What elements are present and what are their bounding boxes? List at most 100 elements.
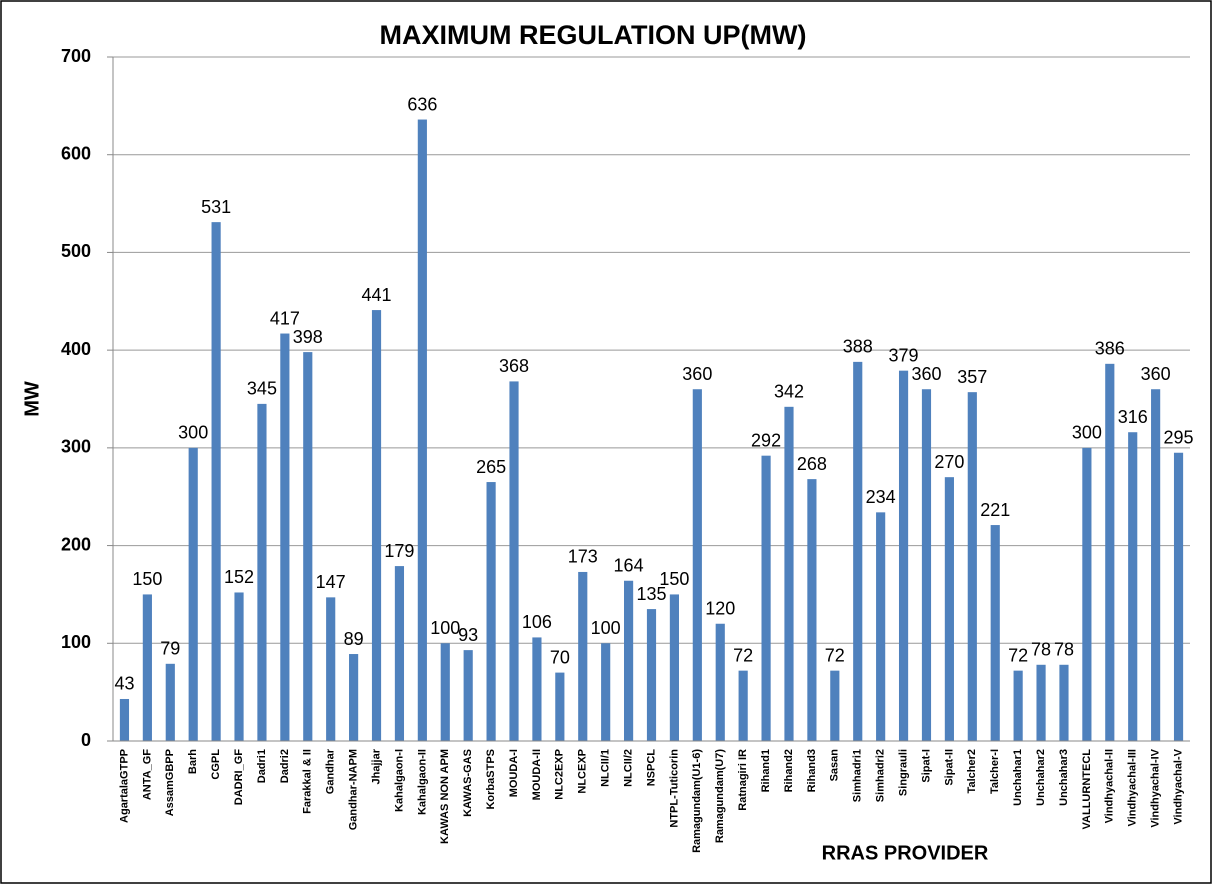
x-tick-label: Farakkal & II [302,749,314,814]
data-label: 636 [407,94,437,114]
data-label: 100 [591,618,621,638]
bar [944,477,954,741]
bar [509,381,519,741]
data-label: 270 [934,452,964,472]
x-axis-label: RRAS PROVIDER [822,842,989,864]
y-tick-label: 0 [81,730,91,750]
y-tick-label: 400 [61,339,91,359]
bar [921,389,932,741]
bar [578,571,588,741]
data-label: 441 [361,285,391,305]
data-label: 398 [293,327,323,347]
data-label: 316 [1118,407,1148,427]
x-tick-label: Ramagundam(U7) [714,749,726,843]
data-label: 386 [1095,339,1125,359]
data-label: 531 [201,197,231,217]
bar [371,310,382,741]
bar [257,403,267,741]
data-label: 342 [774,382,804,402]
x-tick-label: Simhadri1 [852,749,864,802]
data-label: 147 [316,572,346,592]
bar [119,698,130,741]
data-label: 70 [550,647,570,667]
bar [486,482,496,741]
data-label: 295 [1164,427,1194,447]
data-label: 388 [843,337,873,357]
data-label: 360 [682,364,712,384]
x-tick-label: KAWAS NON APM [439,749,451,844]
x-tick-label: Sipat-I [920,749,932,783]
x-tick-label: Kahalgaon-I [393,749,405,812]
x-tick-label: Jhajjar [370,748,382,784]
x-tick-label: ANTA_GF [141,749,153,800]
x-tick-label: Gandhar-NAPM [348,749,360,830]
bar [234,592,244,741]
x-tick-label: AgartalaGTPP [118,749,130,823]
x-tick-label: NLC2EXP [554,749,566,800]
bar [440,643,450,741]
bar [738,670,748,741]
bar [303,352,313,741]
data-label: 43 [114,674,134,694]
x-tick-label: Ramagundam(U1-6) [691,749,703,853]
x-tick-label: Talcher-I [989,749,1001,794]
data-label: 150 [659,569,689,589]
data-label: 78 [1054,640,1074,660]
bar [349,654,359,741]
bar [1013,670,1023,741]
x-tick-label: KAWAS-GAS [462,749,474,817]
x-tick-label: Unchahar1 [1012,749,1024,806]
bar [188,447,198,741]
bar [417,119,427,742]
bar [532,637,542,741]
data-label: 345 [247,379,277,399]
x-tick-label: Sasan [829,749,841,782]
data-label: 152 [224,567,254,587]
bar [1082,447,1092,741]
y-tick-label: 700 [61,46,91,66]
x-tick-label: Unchahar3 [1058,749,1070,806]
bar [784,406,794,741]
x-tick-label: MOUDA-I [508,749,520,797]
bar [165,663,175,741]
data-label: 368 [499,356,529,376]
bar [1173,452,1184,741]
data-label: 265 [476,457,506,477]
x-tick-label: NTPL-Tuticorin [668,749,680,828]
bar [211,222,221,741]
x-tick-label: VALLURNTECL [1081,749,1093,830]
x-tick-label: CGPL [210,749,222,780]
bar [669,594,679,741]
x-tick-label: Talcher2 [966,749,978,793]
bar [990,525,1000,741]
x-tick-label: Rihand3 [806,749,818,792]
x-tick-label: DADRI_GF [233,749,245,806]
data-label: 78 [1031,640,1051,660]
x-tick-label: NLCII/2 [622,749,634,787]
data-label: 300 [178,423,208,443]
x-tick-label: Rihand1 [760,749,772,792]
x-tick-label: Vindhyachal-V [1172,748,1184,824]
bar [715,623,725,741]
bar [761,455,771,741]
data-label: 292 [751,430,781,450]
y-tick-label: 500 [61,241,91,261]
bar [646,609,657,741]
data-label: 221 [980,500,1010,520]
data-label: 106 [522,612,552,632]
data-label: 72 [1008,645,1028,665]
bar [280,333,290,741]
data-label: 164 [614,555,644,575]
data-label: 89 [344,629,364,649]
x-tick-label: NLCII/1 [600,749,612,787]
bar [1128,432,1138,741]
x-tick-label: Simhadri2 [875,749,887,802]
bar [830,670,840,741]
bar [601,643,611,741]
x-tick-label: Singrauli [897,749,909,796]
data-label: 135 [636,584,666,604]
bar [1105,363,1115,741]
chart-title: MAXIMUM REGULATION UP(MW) [380,20,807,50]
y-tick-label: 600 [61,143,91,163]
